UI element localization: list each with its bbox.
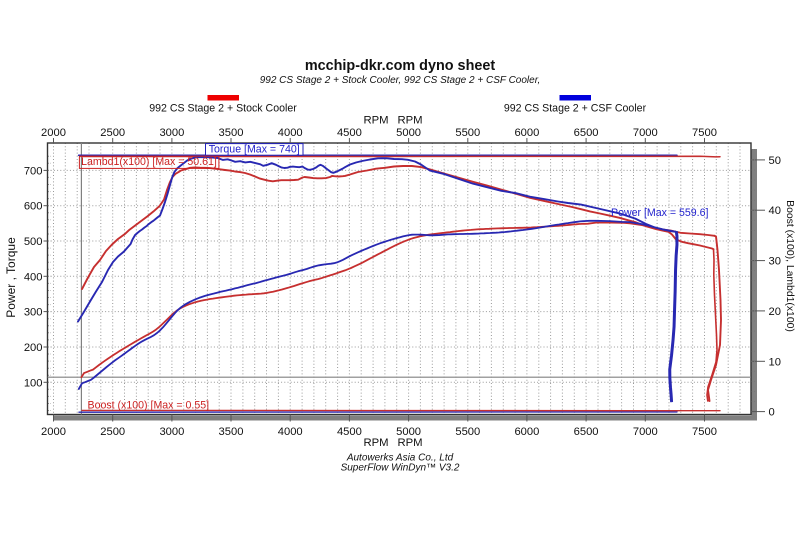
svg-text:200: 200: [24, 342, 43, 354]
svg-text:700: 700: [24, 165, 43, 177]
svg-text:30: 30: [769, 256, 781, 268]
svg-text:992 CS Stage 2 + Stock Cooler,: 992 CS Stage 2 + Stock Cooler, 992 CS St…: [260, 75, 541, 86]
svg-text:7000: 7000: [633, 426, 658, 438]
svg-text:400: 400: [24, 271, 43, 283]
svg-text:7500: 7500: [692, 127, 717, 139]
svg-text:3000: 3000: [159, 426, 184, 438]
svg-text:600: 600: [24, 201, 43, 213]
svg-text:2000: 2000: [41, 426, 66, 438]
svg-text:4500: 4500: [337, 426, 362, 438]
svg-text:mcchip-dkr.com dyno sheet: mcchip-dkr.com dyno sheet: [305, 58, 496, 74]
svg-text:2000: 2000: [41, 127, 66, 139]
svg-text:3000: 3000: [159, 127, 184, 139]
svg-text:Autowerks Asia Co., Ltd: Autowerks Asia Co., Ltd: [346, 453, 454, 464]
svg-text:40: 40: [769, 205, 781, 217]
svg-text:RPM: RPM: [363, 437, 388, 449]
svg-text:4000: 4000: [278, 127, 303, 139]
svg-text:Power , Torque: Power , Torque: [4, 237, 18, 318]
svg-text:7000: 7000: [633, 127, 658, 139]
svg-text:5000: 5000: [396, 127, 421, 139]
svg-text:5500: 5500: [455, 127, 480, 139]
svg-text:6000: 6000: [514, 127, 539, 139]
svg-text:3500: 3500: [219, 127, 244, 139]
svg-text:3500: 3500: [219, 426, 244, 438]
svg-text:4500: 4500: [337, 127, 362, 139]
svg-text:4000: 4000: [278, 426, 303, 438]
svg-text:20: 20: [769, 306, 781, 318]
svg-text:RPM: RPM: [397, 115, 422, 127]
svg-text:Boost (x100), Lambd1(x100): Boost (x100), Lambd1(x100): [784, 200, 795, 332]
svg-text:992 CS Stage 2 + Stock Cooler: 992 CS Stage 2 + Stock Cooler: [149, 103, 297, 115]
svg-text:300: 300: [24, 307, 43, 319]
svg-text:100: 100: [24, 377, 43, 389]
svg-text:0: 0: [769, 407, 775, 419]
svg-text:50: 50: [769, 155, 781, 167]
svg-text:Power [Max = 559.6]: Power [Max = 559.6]: [611, 207, 709, 219]
svg-text:2500: 2500: [100, 127, 125, 139]
svg-text:RPM: RPM: [363, 115, 388, 127]
svg-text:SuperFlow WinDyn™ V3.2: SuperFlow WinDyn™ V3.2: [341, 463, 460, 474]
svg-text:6500: 6500: [574, 426, 599, 438]
svg-text:Boost (x100) [Max = 0.55]: Boost (x100) [Max = 0.55]: [88, 399, 210, 411]
svg-text:Torque [Max = 740]: Torque [Max = 740]: [209, 143, 300, 155]
svg-text:10: 10: [769, 356, 781, 368]
svg-text:Lambd1(x100) [Max = 50.61]: Lambd1(x100) [Max = 50.61]: [81, 156, 217, 168]
svg-text:2500: 2500: [100, 426, 125, 438]
svg-text:500: 500: [24, 236, 43, 248]
svg-text:992 CS Stage 2 + CSF Cooler: 992 CS Stage 2 + CSF Cooler: [504, 103, 647, 115]
svg-text:7500: 7500: [692, 426, 717, 438]
svg-text:5000: 5000: [396, 426, 421, 438]
svg-text:5500: 5500: [455, 426, 480, 438]
svg-text:RPM: RPM: [397, 437, 422, 449]
svg-text:6500: 6500: [574, 127, 599, 139]
svg-text:6000: 6000: [514, 426, 539, 438]
